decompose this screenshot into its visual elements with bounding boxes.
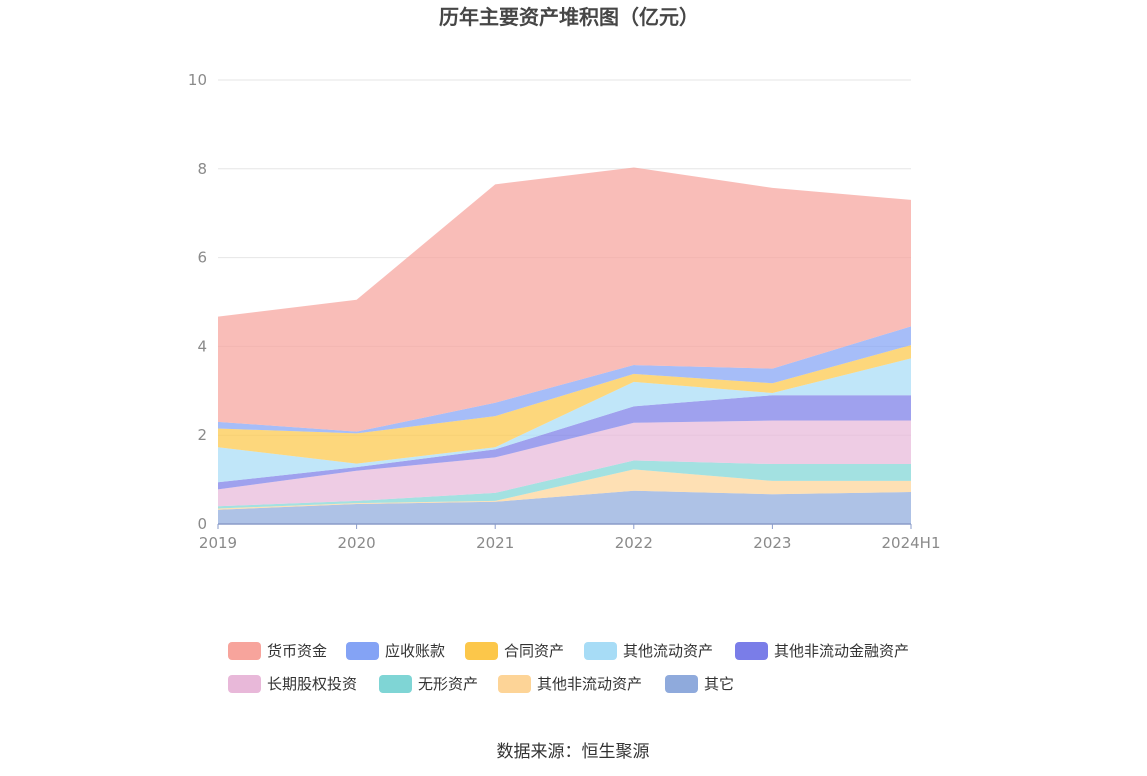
y-tick-label: 4 [197,337,207,355]
y-tick-label: 6 [197,249,207,267]
data-source: 数据来源：恒生聚源 [497,742,650,762]
y-tick-label: 8 [197,160,207,178]
x-tick-label: 2021 [476,534,514,552]
x-tick-label: 2023 [753,534,791,552]
area-series-3 [218,420,911,507]
chart-title: 历年主要资产堆积图（亿元） [439,5,699,29]
area-series-6 [218,345,911,464]
legend-swatch [665,675,698,693]
legend-label: 其他非流动资产 [537,675,642,693]
legend-label: 应收账款 [385,642,445,660]
area-series [218,167,911,524]
legend-item[interactable]: 其他非流动资产 [498,675,642,693]
legend-label: 其它 [704,675,734,693]
area-series-2 [218,460,911,509]
legend-swatch [379,675,412,693]
legend-label: 其他非流动金融资产 [774,642,909,660]
legend-swatch [465,642,498,660]
legend-swatch [346,642,379,660]
area-series-5 [218,358,911,483]
y-tick-label: 2 [197,426,207,444]
legend-swatch [498,675,531,693]
legend-swatch [735,642,768,660]
area-series-4 [218,395,911,490]
legend-swatch [228,675,261,693]
x-tick-label: 2024H1 [882,534,941,552]
legend-label: 其他流动资产 [623,642,713,660]
x-tick-label: 2020 [338,534,376,552]
area-series-7 [218,326,911,434]
legend-label: 货币资金 [267,642,327,660]
legend-item[interactable]: 其他流动资产 [584,642,713,660]
legend-item[interactable]: 应收账款 [346,642,445,660]
legend-label: 长期股权投资 [267,675,357,693]
legend-swatch [584,642,617,660]
area-series-1 [218,469,911,510]
axes: 0 2 4 6 8 10 2019 2020 2021 2022 2023 2024H1 [188,71,941,552]
y-tick-label: 10 [188,71,207,89]
legend-label: 无形资产 [418,675,478,693]
x-tick-label: 2019 [199,534,237,552]
legend-item[interactable]: 其它 [665,675,734,693]
area-series-8 [218,167,911,432]
legend-item[interactable]: 无形资产 [379,675,478,693]
legend-item[interactable]: 货币资金 [228,642,327,660]
legend-item[interactable]: 长期股权投资 [228,675,357,693]
legend-label: 合同资产 [504,642,564,660]
y-tick-label: 0 [197,515,207,533]
area-series-0 [218,490,911,524]
x-tick-label: 2022 [615,534,653,552]
legend-item[interactable]: 其他非流动金融资产 [735,642,909,660]
legend-item[interactable]: 合同资产 [465,642,564,660]
legend-swatch [228,642,261,660]
